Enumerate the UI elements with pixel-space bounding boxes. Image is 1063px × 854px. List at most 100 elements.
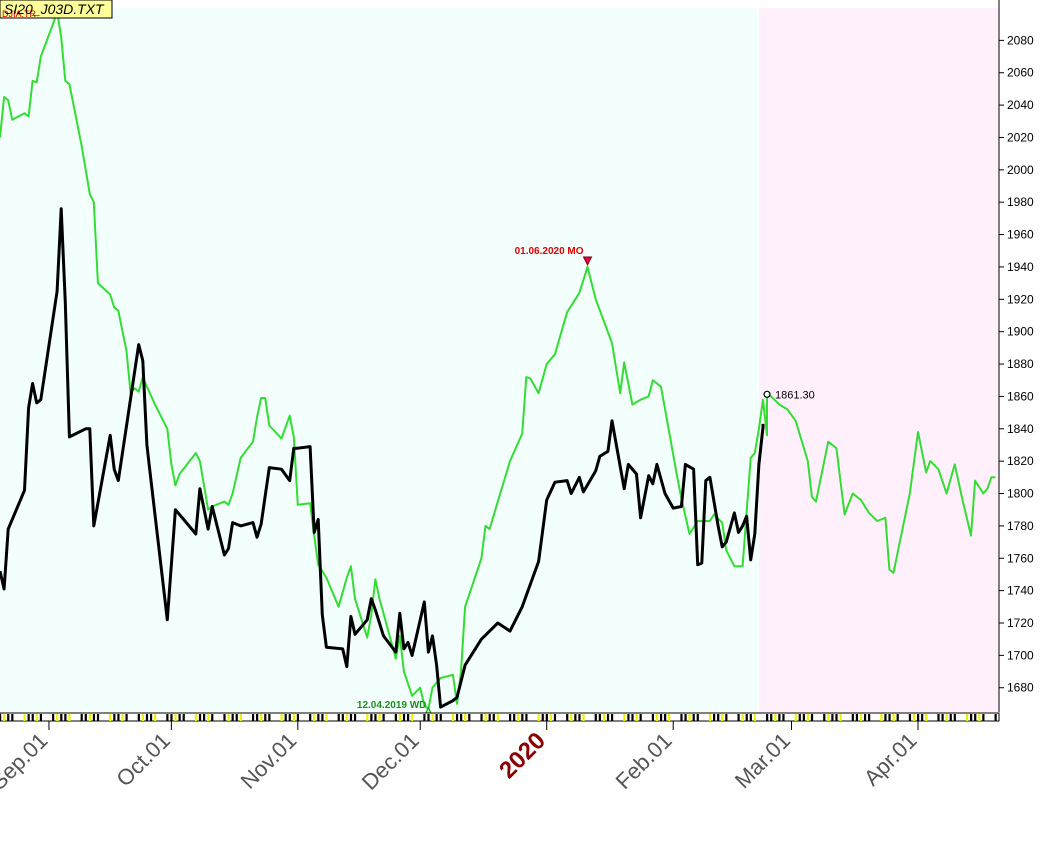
y-tick-label: 1900 [1007,325,1034,339]
y-axis: 1680 1700 1720 1740 1760 1780 1800 1820 1840 1860… [998,0,1034,712]
x-day-tick [802,714,805,721]
x-day-tick [398,714,402,721]
x-day-tick [949,714,952,721]
x-day-tick [770,714,773,721]
x-day-tick [137,714,140,721]
x-day-tick [884,714,887,721]
y-tick-label: 1800 [1007,487,1034,501]
x-day-tick [794,714,797,721]
x-day-tick [806,714,810,721]
x-day-tick [170,714,173,721]
x-day-tick [953,714,956,721]
x-tick-label: Mar.01 [730,728,795,793]
x-day-tick [741,714,744,721]
x-day-tick [113,714,116,721]
y-tick-label: 1760 [1007,551,1034,565]
y-tick-label: 1960 [1007,228,1034,242]
x-axis-band [0,712,1000,722]
title-box: DJIA.TR SI20_J03D.TXT [0,0,113,19]
x-day-tick [578,714,581,721]
chart-title: SI20_J03D.TXT [4,1,105,17]
x-day-tick [994,714,997,721]
high-annotation-label: 01.06.2020 MO [515,246,584,257]
x-day-tick [439,714,442,721]
y-tick-label: 1780 [1007,519,1034,533]
x-day-tick [484,714,487,721]
x-day-tick [925,714,928,721]
x-day-tick [978,714,981,721]
series-group [0,10,996,710]
x-day-tick [623,714,626,721]
x-day-tick [717,714,720,721]
x-day-tick [965,714,969,721]
x-day-tick [227,714,230,721]
x-day-tick [435,714,438,721]
x-day-tick [611,714,614,721]
x-day-tick [292,714,295,721]
x-day-tick [945,714,948,721]
y-tick-label: 2020 [1007,130,1034,144]
x-day-tick [251,714,255,721]
x-day-tick [194,714,198,721]
x-day-tick [374,714,377,721]
x-tick-label: Feb.01 [611,728,677,794]
y-tick-label: 2040 [1007,98,1034,112]
y-tick-label: 1860 [1007,389,1034,403]
x-day-tick [317,714,320,721]
x-day-tick [27,714,30,721]
x-day-tick [427,714,430,721]
x-day-tick [407,714,410,721]
y-tick-label: 1980 [1007,195,1034,209]
x-day-tick [855,714,858,721]
x-day-tick [941,714,944,721]
x-day-tick [60,714,63,721]
x-day-tick [23,714,26,721]
x-day-tick [141,714,144,721]
y-tick-label: 2000 [1007,163,1034,177]
high-marker-arrow [582,256,593,267]
x-day-tick [753,714,756,721]
x-day-tick [541,714,544,721]
x-day-tick [774,714,777,721]
x-day-tick [880,714,883,721]
last-price-label: 1861.30 [775,389,815,401]
x-day-tick [635,714,638,721]
y-tick-label: 1920 [1007,292,1034,306]
x-day-tick [56,714,59,721]
x-day-tick [598,714,601,721]
x-day-tick [713,714,716,721]
x-day-tick [117,714,120,721]
x-day-tick [859,714,863,721]
x-day-tick [84,714,87,721]
x-day-tick [260,714,263,721]
x-day-tick [174,714,177,721]
x-day-tick [851,714,854,721]
x-day-tick [574,714,577,721]
x-day-tick [264,714,267,721]
x-day-tick [268,714,271,721]
x-day-tick [31,714,34,721]
y-tick-label: 2060 [1007,66,1034,80]
x-day-tick [284,714,287,721]
x-day-tick [659,714,663,721]
x-day-tick [464,714,467,721]
price-line [0,207,765,709]
x-day-tick [394,714,397,721]
x-day-tick [974,714,977,721]
y-tick-label: 1940 [1007,260,1034,274]
x-day-tick [402,714,406,721]
x-day-tick [627,714,630,721]
x-day-tick [798,714,801,721]
history-background [0,8,759,712]
x-day-tick [982,714,985,721]
y-tick-label: 1740 [1007,584,1034,598]
x-day-tick [917,714,920,721]
x-day-tick [480,714,483,721]
x-day-tick [231,714,234,721]
x-day-tick [688,714,691,721]
x-day-tick [594,714,597,721]
x-day-tick [166,714,169,721]
x-day-tick [549,714,552,721]
x-day-tick [468,714,471,721]
x-day-tick [509,714,512,721]
